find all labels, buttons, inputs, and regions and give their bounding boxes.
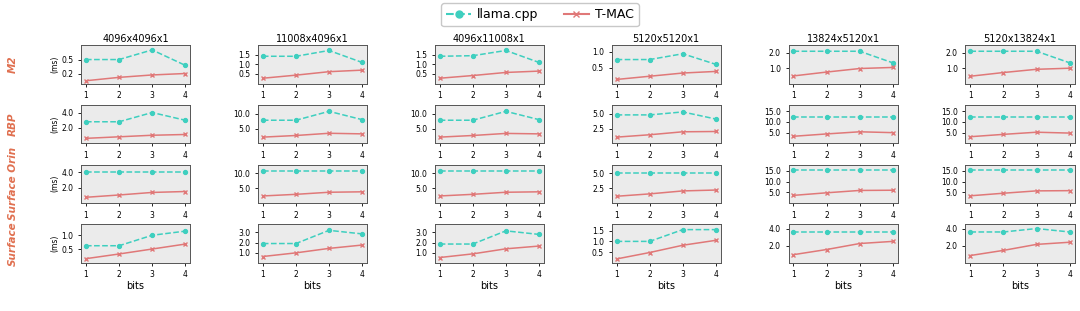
X-axis label: bits: bits [658, 281, 675, 291]
Text: Surface Orin: Surface Orin [8, 147, 18, 220]
Y-axis label: (ms): (ms) [51, 115, 59, 133]
X-axis label: bits: bits [481, 281, 498, 291]
X-axis label: bits: bits [834, 281, 852, 291]
Legend: llama.cpp, T-MAC: llama.cpp, T-MAC [441, 3, 639, 26]
Title: 13824x5120x1: 13824x5120x1 [807, 34, 880, 44]
Title: 11008x4096x1: 11008x4096x1 [276, 34, 349, 44]
Y-axis label: (ms): (ms) [51, 175, 59, 193]
Title: 5120x5120x1: 5120x5120x1 [633, 34, 700, 44]
Text: M2: M2 [8, 56, 18, 73]
X-axis label: bits: bits [126, 281, 145, 291]
Text: RBP: RBP [8, 112, 18, 136]
Title: 4096x4096x1: 4096x4096x1 [103, 34, 168, 44]
Y-axis label: (ms): (ms) [51, 56, 59, 73]
Title: 4096x11008x1: 4096x11008x1 [453, 34, 526, 44]
Text: Surface: Surface [8, 221, 18, 266]
Title: 5120x13824x1: 5120x13824x1 [984, 34, 1056, 44]
X-axis label: bits: bits [1011, 281, 1029, 291]
Y-axis label: (ms): (ms) [51, 235, 59, 252]
X-axis label: bits: bits [303, 281, 322, 291]
